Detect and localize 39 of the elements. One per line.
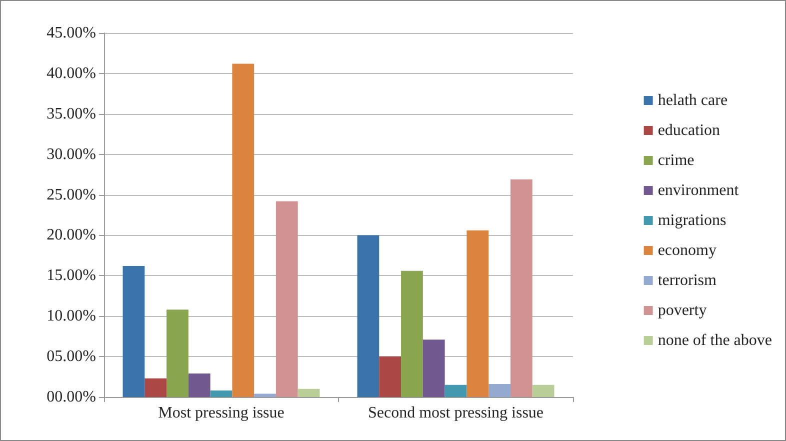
bar — [254, 394, 276, 397]
legend-label: poverty — [658, 302, 707, 319]
x-tick-label: Second most pressing issue — [368, 404, 544, 422]
bar — [276, 201, 298, 397]
bar — [444, 384, 467, 397]
bar — [210, 390, 232, 397]
bar — [379, 356, 402, 397]
y-tick-label: 10.00% — [46, 308, 96, 325]
bar — [532, 384, 554, 397]
legend-label: helath care — [658, 92, 728, 109]
bar — [188, 374, 210, 397]
bar — [510, 179, 532, 397]
x-tick-label: Most pressing issue — [158, 404, 284, 422]
bar — [401, 270, 423, 397]
bar — [357, 235, 380, 397]
y-tick-label: 30.00% — [46, 146, 96, 163]
legend-label: environment — [658, 182, 740, 199]
y-tick-label: 25.00% — [46, 186, 96, 204]
y-tick-label: 20.00% — [46, 226, 96, 244]
bar — [422, 340, 445, 397]
y-tick-label: 45.00% — [46, 24, 96, 42]
y-tick-label: 05.00% — [46, 348, 96, 366]
bar — [122, 266, 145, 397]
legend-label: education — [658, 122, 720, 139]
y-tick-label: 00.00% — [46, 388, 96, 406]
legend-label: none of the above — [658, 332, 772, 349]
y-tick-label: 40.00% — [46, 64, 96, 82]
bar — [466, 230, 489, 397]
legend-label: migrations — [658, 212, 726, 229]
bar — [298, 388, 320, 397]
legend-label: terrorism — [658, 272, 718, 289]
legend-label: crime — [658, 152, 694, 169]
y-tick-label: 15.00% — [46, 267, 96, 284]
legend-label: economy — [658, 242, 716, 259]
bar — [232, 64, 254, 397]
bar — [166, 310, 188, 397]
bar — [488, 384, 510, 397]
bar — [144, 378, 167, 397]
y-tick-label: 35.00% — [46, 105, 96, 122]
